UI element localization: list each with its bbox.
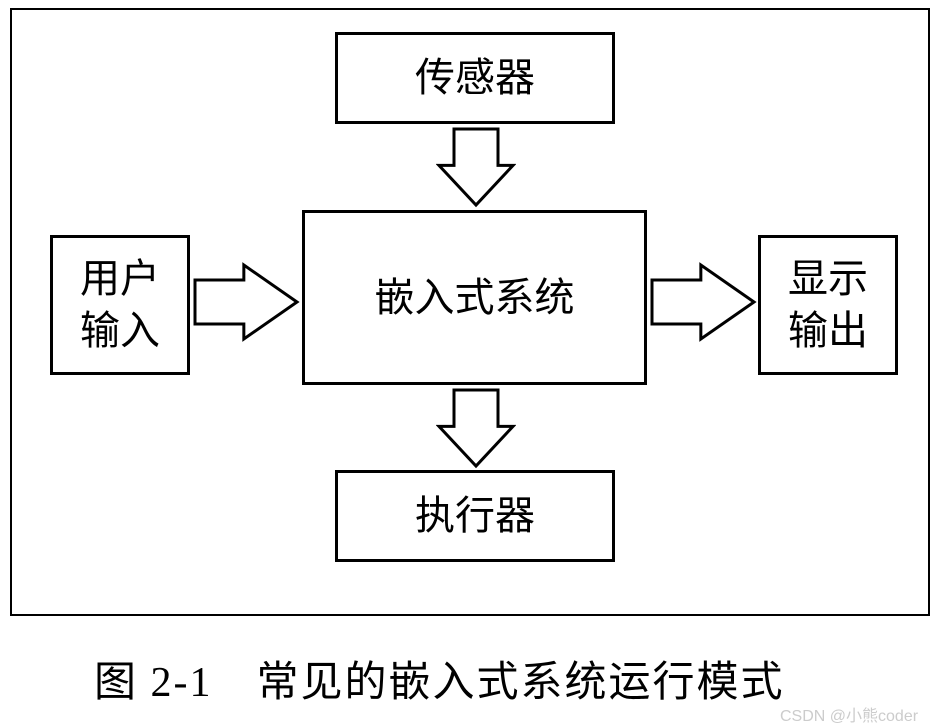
node-actuator: 执行器 — [335, 470, 615, 562]
arrow-core-to-actuator — [436, 387, 516, 469]
node-core: 嵌入式系统 — [302, 210, 647, 385]
arrow-sensor-to-core — [436, 126, 516, 208]
node-sensor-label: 传感器 — [415, 52, 535, 104]
arrow-core-to-output — [649, 262, 757, 342]
arrow-input-to-core — [192, 262, 300, 342]
node-core-label: 嵌入式系统 — [375, 272, 575, 324]
watermark-text: CSDN @小熊coder — [780, 702, 918, 726]
node-input: 用户输入 — [50, 235, 190, 375]
node-sensor: 传感器 — [335, 32, 615, 124]
node-output-label: 显示输出 — [788, 253, 868, 357]
figure-caption: 图 2-1 常见的嵌入式系统运行模式 — [94, 648, 785, 709]
node-actuator-label: 执行器 — [415, 490, 535, 542]
node-output: 显示输出 — [758, 235, 898, 375]
node-input-label: 用户输入 — [80, 253, 160, 357]
